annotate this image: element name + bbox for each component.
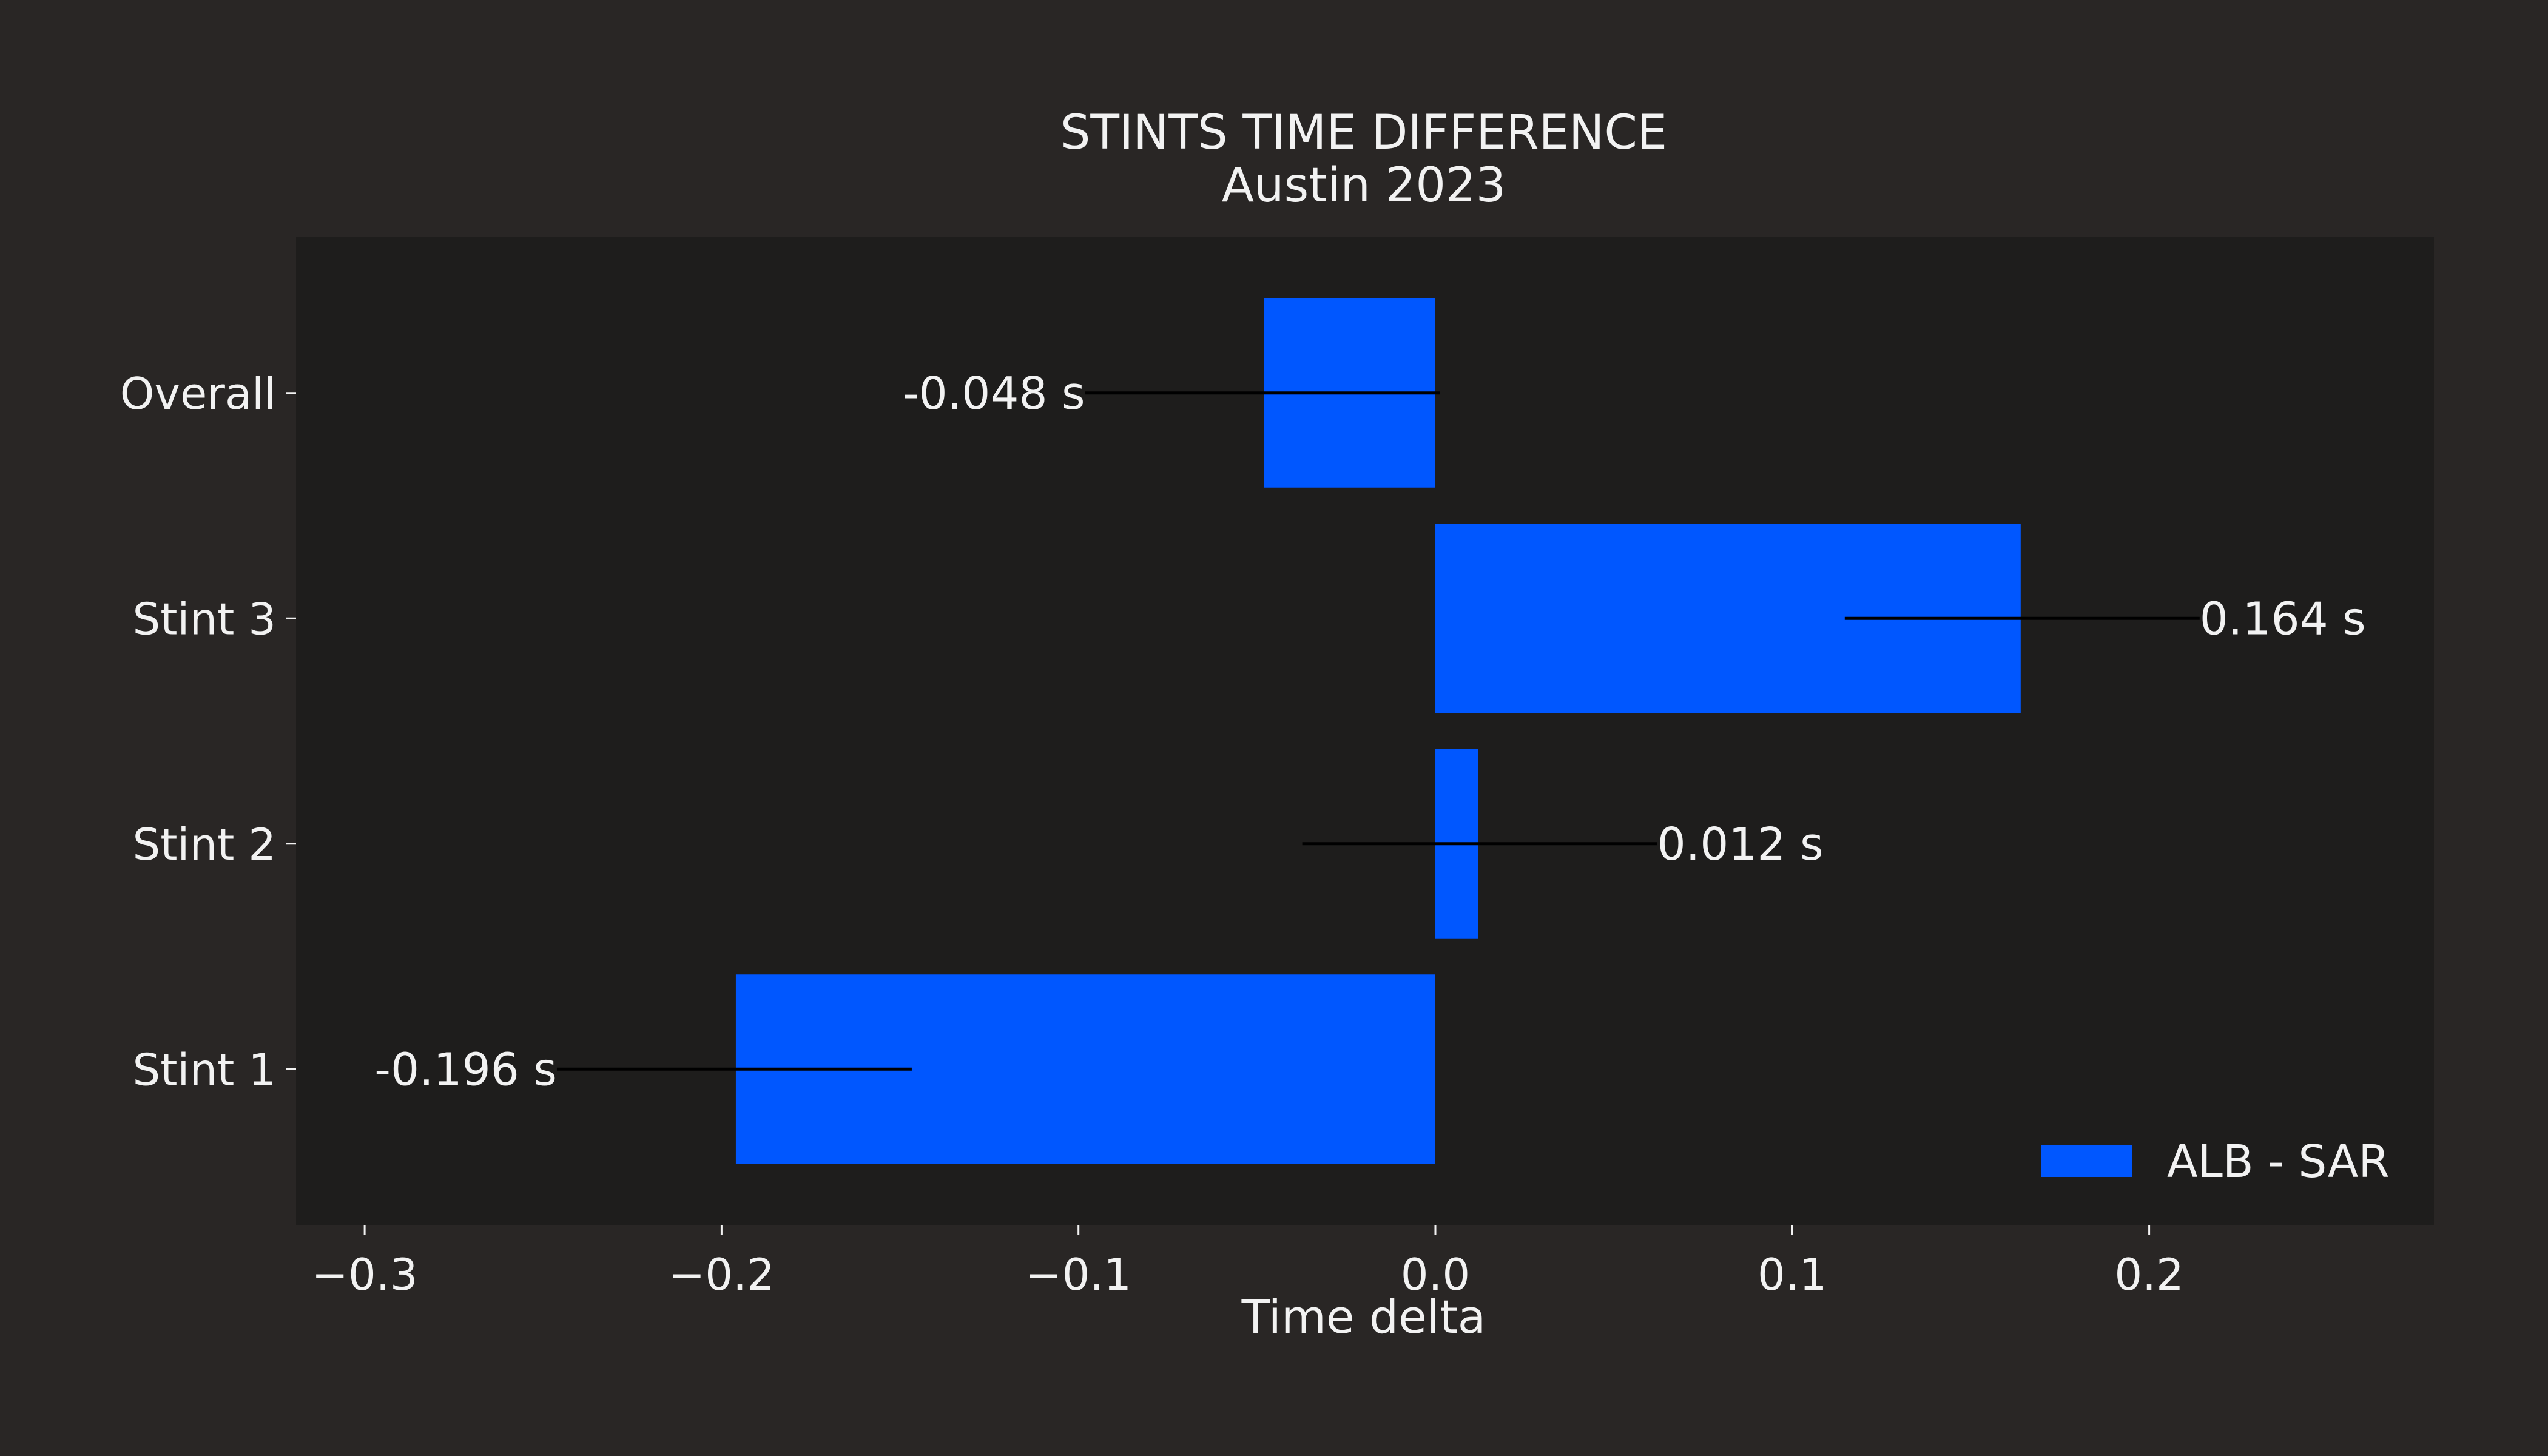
value-label: 0.164 s — [2200, 593, 2366, 645]
chart-subtitle: Austin 2023 — [1222, 158, 1506, 213]
y-axis: Stint 1 Stint 2 Stint 3 Overall — [120, 368, 296, 1095]
x-tick-label: −0.2 — [669, 1249, 775, 1300]
y-tick-label: Stint 3 — [133, 593, 277, 644]
legend-label: ALB - SAR — [2167, 1136, 2390, 1188]
legend: ALB - SAR — [2020, 1122, 2415, 1201]
value-label: -0.048 s — [903, 368, 1085, 420]
y-tick-label: Stint 1 — [133, 1044, 277, 1095]
value-label: 0.012 s — [1657, 818, 1824, 871]
x-tick-label: 0.1 — [1758, 1249, 1827, 1300]
x-tick-label: 0.0 — [1401, 1249, 1471, 1300]
x-tick-label: 0.2 — [2114, 1249, 2184, 1300]
x-tick-label: −0.1 — [1025, 1249, 1131, 1300]
value-label: -0.196 s — [374, 1043, 557, 1096]
legend-swatch — [2041, 1145, 2132, 1177]
y-tick-label: Overall — [120, 368, 276, 419]
x-tick-label: −0.3 — [312, 1249, 418, 1300]
x-axis: −0.3 −0.2 −0.1 0.0 0.1 0.2 — [312, 1225, 2184, 1300]
annotations-layer: -0.196 s 0.012 s 0.164 s -0.048 s — [374, 368, 2365, 1096]
chart-title: STINTS TIME DIFFERENCE — [1060, 106, 1667, 160]
x-axis-label: Time delta — [1241, 1290, 1486, 1344]
y-tick-label: Stint 2 — [133, 819, 277, 870]
